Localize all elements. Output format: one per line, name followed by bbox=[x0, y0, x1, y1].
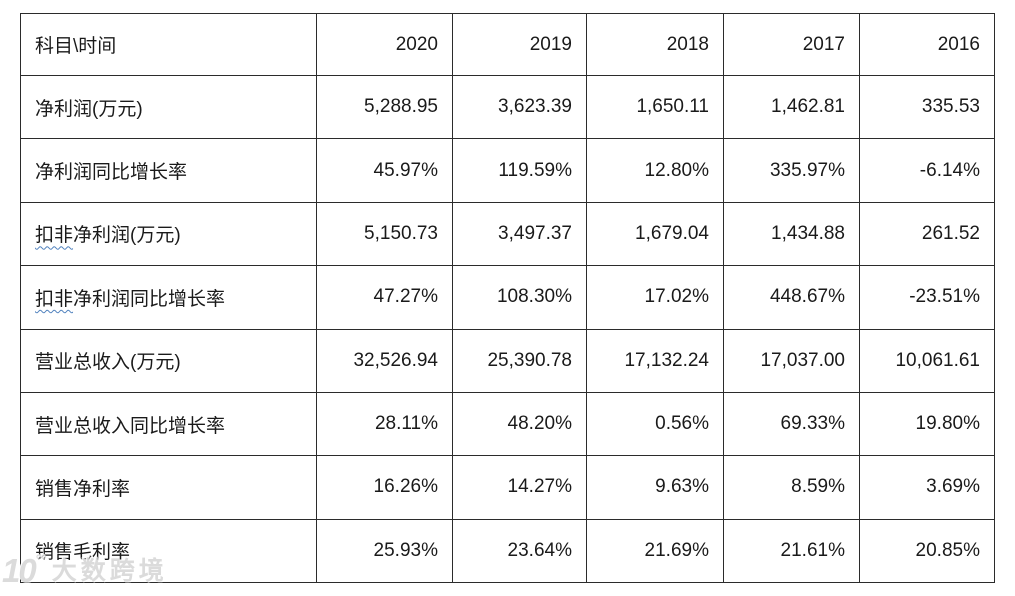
header-cell-year-2019: 2019 bbox=[452, 13, 587, 76]
value-cell: 9.63% bbox=[586, 455, 724, 520]
table-row-total-revenue-growth: 营业总收入同比增长率 28.11% 48.20% 0.56% 69.33% 19… bbox=[20, 391, 995, 457]
value-cell: 21.61% bbox=[723, 518, 860, 584]
value-cell: 12.80% bbox=[586, 138, 724, 203]
value-cell: 5,150.73 bbox=[316, 201, 453, 267]
value-cell: 335.53 bbox=[859, 74, 995, 140]
value-cell: 108.30% bbox=[452, 265, 587, 330]
value-cell: 28.11% bbox=[316, 391, 453, 457]
row-label: 扣非净利润(万元) bbox=[20, 201, 317, 267]
value-cell: 69.33% bbox=[723, 391, 860, 457]
header-row: 科目\时间 2020 2019 2018 2017 2016 bbox=[20, 13, 995, 76]
value-cell: 448.67% bbox=[723, 265, 860, 330]
row-label-text: 销售毛利率 bbox=[35, 542, 131, 564]
table-row-total-revenue: 营业总收入(万元) 32,526.94 25,390.78 17,132.24 … bbox=[20, 328, 995, 393]
row-label: 净利润(万元) bbox=[20, 74, 317, 140]
value-cell: 25,390.78 bbox=[452, 328, 587, 393]
table-row-net-profit-growth: 净利润同比增长率 45.97% 119.59% 12.80% 335.97% -… bbox=[20, 138, 995, 203]
row-label-text: 净利润同比增长率 bbox=[73, 288, 226, 310]
spellcheck-squiggle: 扣非 bbox=[35, 225, 74, 247]
row-label: 销售净利率 bbox=[20, 455, 317, 520]
value-cell: 48.20% bbox=[452, 391, 587, 457]
value-cell: 5,288.95 bbox=[316, 74, 453, 140]
row-label-text: 净利润同比增长率 bbox=[35, 162, 188, 184]
row-label: 净利润同比增长率 bbox=[20, 138, 317, 203]
value-cell: 14.27% bbox=[452, 455, 587, 520]
value-cell: 32,526.94 bbox=[316, 328, 453, 393]
value-cell: 0.56% bbox=[586, 391, 724, 457]
value-cell: 45.97% bbox=[316, 138, 453, 203]
value-cell: 8.59% bbox=[723, 455, 860, 520]
row-label-text: 营业总收入同比增长率 bbox=[35, 415, 226, 437]
value-cell: 17,132.24 bbox=[586, 328, 724, 393]
value-cell: 10,061.61 bbox=[859, 328, 995, 393]
value-cell: 1,650.11 bbox=[586, 74, 724, 140]
value-cell: 1,462.81 bbox=[723, 74, 860, 140]
value-cell: 3.69% bbox=[859, 455, 995, 520]
table-row-net-profit-margin: 销售净利率 16.26% 14.27% 9.63% 8.59% 3.69% bbox=[20, 455, 995, 520]
row-label-text: 净利润(万元) bbox=[35, 98, 143, 120]
value-cell: -23.51% bbox=[859, 265, 995, 330]
row-label: 扣非净利润同比增长率 bbox=[20, 265, 317, 330]
value-cell: 17,037.00 bbox=[723, 328, 860, 393]
value-cell: 16.26% bbox=[316, 455, 453, 520]
value-cell: 261.52 bbox=[859, 201, 995, 267]
value-cell: 1,679.04 bbox=[586, 201, 724, 267]
row-label-text: 净利润(万元) bbox=[73, 225, 181, 247]
value-cell: 3,623.39 bbox=[452, 74, 587, 140]
table-row-deducted-net-profit: 扣非净利润(万元) 5,150.73 3,497.37 1,679.04 1,4… bbox=[20, 201, 995, 267]
header-cell-subject: 科目\时间 bbox=[20, 13, 317, 76]
value-cell: 25.93% bbox=[316, 518, 453, 584]
value-cell: 335.97% bbox=[723, 138, 860, 203]
header-cell-year-2020: 2020 bbox=[316, 13, 453, 76]
value-cell: 47.27% bbox=[316, 265, 453, 330]
row-label: 销售毛利率 bbox=[20, 518, 317, 584]
header-cell-year-2018: 2018 bbox=[586, 13, 724, 76]
value-cell: 119.59% bbox=[452, 138, 587, 203]
value-cell: 21.69% bbox=[586, 518, 724, 584]
header-cell-year-2017: 2017 bbox=[723, 13, 860, 76]
table-row-net-profit: 净利润(万元) 5,288.95 3,623.39 1,650.11 1,462… bbox=[20, 74, 995, 140]
value-cell: 3,497.37 bbox=[452, 201, 587, 267]
row-label-text: 销售净利率 bbox=[35, 478, 131, 500]
financial-metrics-table: 科目\时间 2020 2019 2018 2017 2016 净利润(万元) 5… bbox=[20, 13, 995, 584]
value-cell: 20.85% bbox=[859, 518, 995, 584]
table-row-gross-profit-margin: 销售毛利率 25.93% 23.64% 21.69% 21.61% 20.85% bbox=[20, 518, 995, 584]
header-cell-year-2016: 2016 bbox=[859, 13, 995, 76]
value-cell: 17.02% bbox=[586, 265, 724, 330]
row-label: 营业总收入同比增长率 bbox=[20, 391, 317, 457]
spellcheck-squiggle: 扣非 bbox=[35, 288, 74, 310]
value-cell: 19.80% bbox=[859, 391, 995, 457]
value-cell: -6.14% bbox=[859, 138, 995, 203]
table-row-deducted-net-profit-growth: 扣非净利润同比增长率 47.27% 108.30% 17.02% 448.67%… bbox=[20, 265, 995, 330]
row-label: 营业总收入(万元) bbox=[20, 328, 317, 393]
value-cell: 23.64% bbox=[452, 518, 587, 584]
value-cell: 1,434.88 bbox=[723, 201, 860, 267]
row-label-text: 营业总收入(万元) bbox=[35, 352, 181, 374]
